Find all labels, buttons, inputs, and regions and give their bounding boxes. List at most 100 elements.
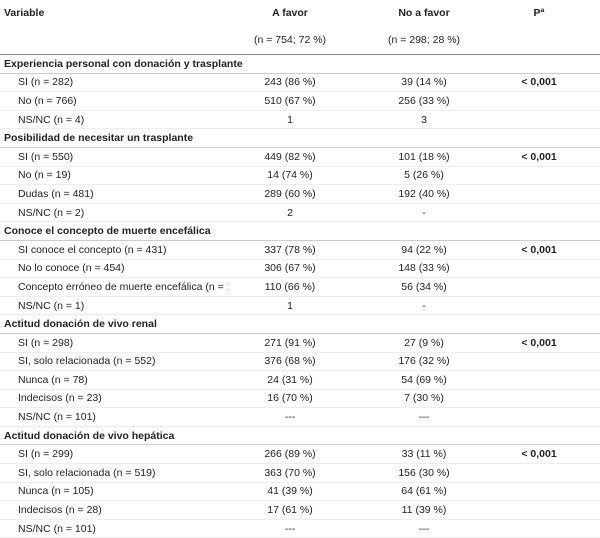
cell: --- [228,407,352,427]
row-label: NS/NC (n = 101) [0,519,228,538]
cell [496,259,600,279]
cell: 39 (14 %) [352,73,496,93]
cell: 101 (18 %) [352,147,496,167]
row-label: No lo conoce (n = 454) [0,259,228,279]
cell: 11 (39 %) [352,500,496,520]
row-label: Nunca (n = 78) [0,370,228,390]
header-text: (n = 754; 72 %) [253,34,327,46]
cell: 256 (33 %) [352,91,496,111]
p-value: < 0,001 [496,73,600,93]
cell: 14 (74 %) [228,166,352,186]
row-label: NS/NC (n = 1) [0,296,228,316]
data-row: NS/NC (n = 2) 2- [0,203,600,223]
data-row: SI (n = 550) 449 (82 %) 101 (18 %) < 0,001 [0,147,600,167]
cell: 376 (68 %) [228,352,352,372]
cell: --- [352,519,496,538]
section-title: Actitud donación de vivo hepática [0,425,600,446]
data-row: Indecisos (n = 28) 17 (61 %) 11 (39 %) [0,500,600,520]
p-value: < 0,001 [496,147,600,167]
cell: 156 (30 %) [352,463,496,483]
cell: 94 (22 %) [352,240,496,260]
data-row: SI, solo relacionada (n = 519) 363 (70 %)… [0,463,600,483]
cell [496,463,600,483]
cell: 3 [352,110,496,130]
data-row: Indecisos (n = 23) 16 (70 %) 7 (30 %) [0,389,600,409]
data-row: No (n = 19) 14 (74 %) 5 (26 %) [0,166,600,186]
cell: 1 [228,110,352,130]
cell: 337 (78 %) [228,240,352,260]
section-title: Actitud donación de vivo renal [0,314,600,334]
row-label: SI (n = 550) [0,147,228,167]
row-label: No (n = 19) [0,166,228,186]
cell: 289 (60 %) [228,184,352,204]
cell: 243 (86 %) [228,73,352,93]
cell: --- [352,407,496,427]
data-row: Dudas (n = 481) 289 (60 %) 192 (40 %) [0,184,600,204]
cell: - [352,296,496,316]
row-label: No (n = 766) [0,91,228,111]
header-text: No a favor [398,7,450,19]
row-label: SI (n = 282) [0,73,228,93]
header-text: (n = 298; 28 %) [387,34,461,46]
cell [496,203,600,223]
cell: 54 (69 %) [352,370,496,390]
cell [496,110,600,130]
cell [496,370,600,390]
cell [496,91,600,111]
cell: --- [228,519,352,538]
row-label: NS/NC (n = 2) [0,203,228,223]
header-cell: Variable [0,0,228,55]
row-label: Concepto erróneo de muerte encefálica (n… [0,277,228,297]
cell: - [352,203,496,223]
p-value: < 0,001 [496,240,600,260]
data-row: NS/NC (n = 1) 1- [0,296,600,316]
cell: 56 (34 %) [352,277,496,297]
data-row: No (n = 766) 510 (67 %) 256 (33 %) [0,91,600,111]
row-label: SI conoce el concepto (n = 431) [0,240,228,260]
cell: 64 (61 %) [352,482,496,502]
section-row: Posibilidad de necesitar un trasplante [0,128,600,148]
cell [496,519,600,538]
cell: 510 (67 %) [228,91,352,111]
section-row: Actitud donación de vivo hepática [0,425,600,446]
section-row: Conoce el concepto de muerte encefálica [0,221,600,241]
cell: 24 (31 %) [228,370,352,390]
cell: 1 [228,296,352,316]
cell: 7 (30 %) [352,389,496,409]
row-label: SI, solo relacionada (n = 519) [0,463,228,483]
row-label: Dudas (n = 481) [0,184,228,204]
cell: 363 (70 %) [228,463,352,483]
cell [496,407,600,427]
row-label: Nunca (n = 105) [0,482,228,502]
cell [496,389,600,409]
cell [496,296,600,316]
data-row: NS/NC (n = 101) --- --- [0,519,600,538]
cell: 148 (33 %) [352,259,496,279]
cell: 449 (82 %) [228,147,352,167]
section-title: Experiencia personal con donación y tras… [0,54,600,74]
data-row: SI, solo relacionada (n = 552) 376 (68 %)… [0,352,600,372]
data-row: SI conoce el concepto (n = 431) 337 (78 %… [0,240,600,260]
row-label: NS/NC (n = 101) [0,407,228,427]
data-row: No lo conoce (n = 454) 306 (67 %) 148 (33 … [0,259,600,279]
cell: 266 (89 %) [228,444,352,465]
header-text: A favor [272,7,308,19]
cell: 271 (91 %) [228,333,352,353]
cell [496,277,600,297]
cell [496,184,600,204]
data-row: Concepto erróneo de muerte encefálica (n… [0,277,600,297]
cell: 176 (32 %) [352,352,496,372]
section-title: Posibilidad de necesitar un trasplante [0,128,600,148]
cell: 5 (26 %) [352,166,496,186]
section-row: Actitud donación de vivo renal [0,314,600,334]
p-value: < 0,001 [496,444,600,465]
data-row: NS/NC (n = 4) 1 3 [0,110,600,130]
cell: 16 (70 %) [228,389,352,409]
row-label: SI (n = 298) [0,333,228,353]
data-row: Nunca (n = 105) 41 (39 %) 64 (61 %) [0,482,600,502]
data-row: Nunca (n = 78) 24 (31 %) 54 (69 %) [0,370,600,390]
header-cell: Pª [496,0,600,55]
